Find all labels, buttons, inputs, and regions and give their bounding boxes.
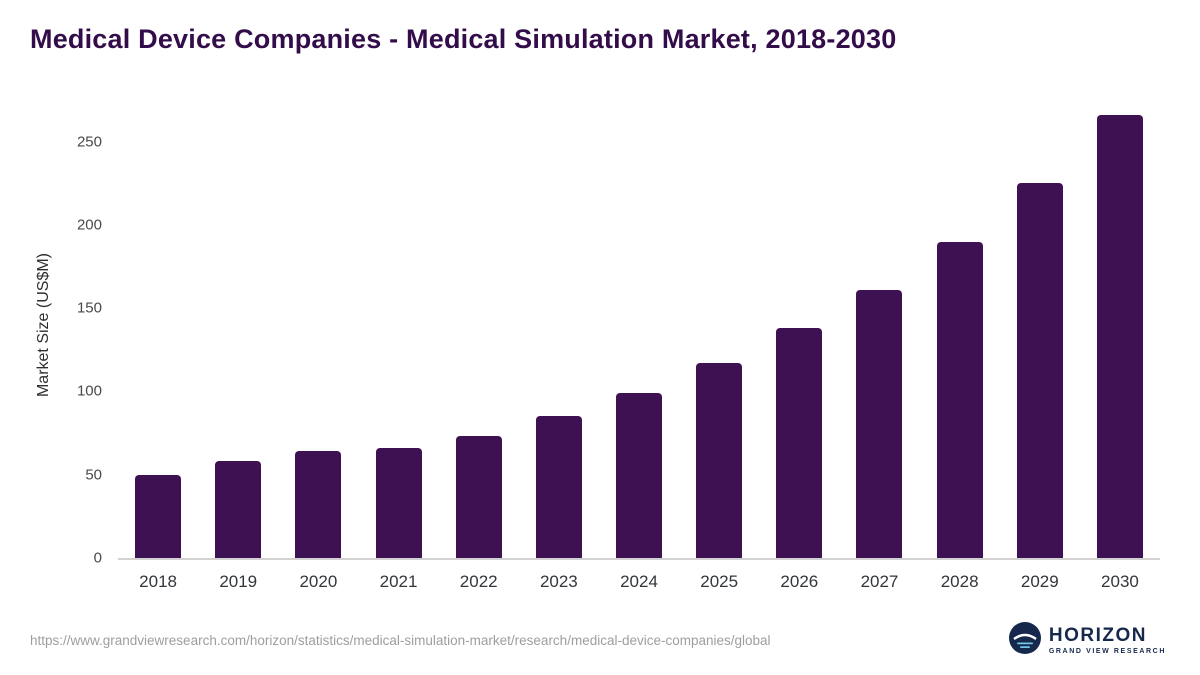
x-tick-label: 2028 — [940, 572, 979, 591]
x-tick-label: 2019 — [219, 572, 258, 591]
bar-slot: 2020 — [278, 100, 358, 591]
horizon-logo: HORIZON GRAND VIEW RESEARCH — [1008, 622, 1166, 659]
x-tick-label: 2018 — [139, 572, 177, 591]
bar-2024 — [616, 393, 663, 558]
y-tick-label: 200 — [76, 216, 102, 234]
x-tick-label: 2020 — [299, 572, 338, 591]
bar-slot: 2027 — [839, 100, 919, 591]
source-url: https://www.grandviewresearch.com/horizo… — [30, 633, 771, 648]
bar-2020 — [295, 451, 342, 558]
bar-2026 — [776, 328, 823, 558]
y-tick-label: 150 — [76, 299, 102, 317]
x-tick-label: 2023 — [539, 572, 578, 591]
bar-slot: 2019 — [198, 100, 278, 591]
x-tick-label: 2026 — [780, 572, 819, 591]
x-tick-label: 2027 — [860, 572, 899, 591]
bar-series: 2018 2019 2020 2021 2022 2023 2024 2025 2026 2027… — [118, 100, 1160, 591]
bar-slot: 2026 — [759, 100, 839, 591]
x-tick-label: 2025 — [700, 572, 739, 591]
x-tick-label: 2030 — [1101, 572, 1139, 591]
bar-slot: 2022 — [439, 100, 519, 591]
bar-2023 — [535, 416, 582, 558]
x-tick-label: 2022 — [459, 572, 498, 591]
x-tick-label: 2021 — [379, 572, 418, 591]
y-tick-label: 50 — [85, 466, 102, 484]
footer: https://www.grandviewresearch.com/horizo… — [30, 622, 1166, 659]
chart-title: Medical Device Companies - Medical Simul… — [30, 24, 897, 54]
bar-2028 — [936, 241, 983, 558]
bar-slot: 2021 — [358, 100, 438, 591]
bar-slot: 2029 — [1000, 100, 1080, 591]
horizon-logo-icon — [1008, 622, 1041, 659]
y-tick-label: 250 — [76, 133, 102, 151]
bar-2021 — [375, 448, 422, 558]
logo-subtitle: GRAND VIEW RESEARCH — [1048, 648, 1166, 655]
bar-slot: 2025 — [679, 100, 759, 591]
bar-2019 — [215, 461, 262, 558]
x-tick-label: 2029 — [1020, 572, 1059, 591]
bar-slot: 2028 — [920, 100, 1000, 591]
bar-slot: 2023 — [519, 100, 599, 591]
bar-slot: 2018 — [118, 100, 198, 591]
bar-slot: 2024 — [599, 100, 679, 591]
bar-2022 — [455, 436, 502, 558]
x-tick-label: 2024 — [620, 572, 658, 591]
y-tick-label: 0 — [93, 549, 102, 567]
y-tick-label: 100 — [76, 382, 102, 400]
bar-2018 — [135, 474, 182, 558]
plot-area: 0 50 100 150 200 250 2018 2019 2020 2021 2022 2023… — [77, 100, 1160, 591]
bar-2025 — [696, 363, 743, 558]
bar-2029 — [1016, 183, 1063, 558]
logo-title: HORIZON — [1048, 625, 1147, 646]
logo-text: HORIZON GRAND VIEW RESEARCH — [1049, 626, 1166, 655]
bar-slot: 2030 — [1080, 100, 1160, 591]
y-axis-ticks: 0 50 100 150 200 250 — [58, 100, 118, 566]
bar-2030 — [1096, 115, 1143, 558]
y-axis-label: Market Size (US$M) — [35, 252, 52, 398]
bar-2027 — [856, 289, 903, 558]
